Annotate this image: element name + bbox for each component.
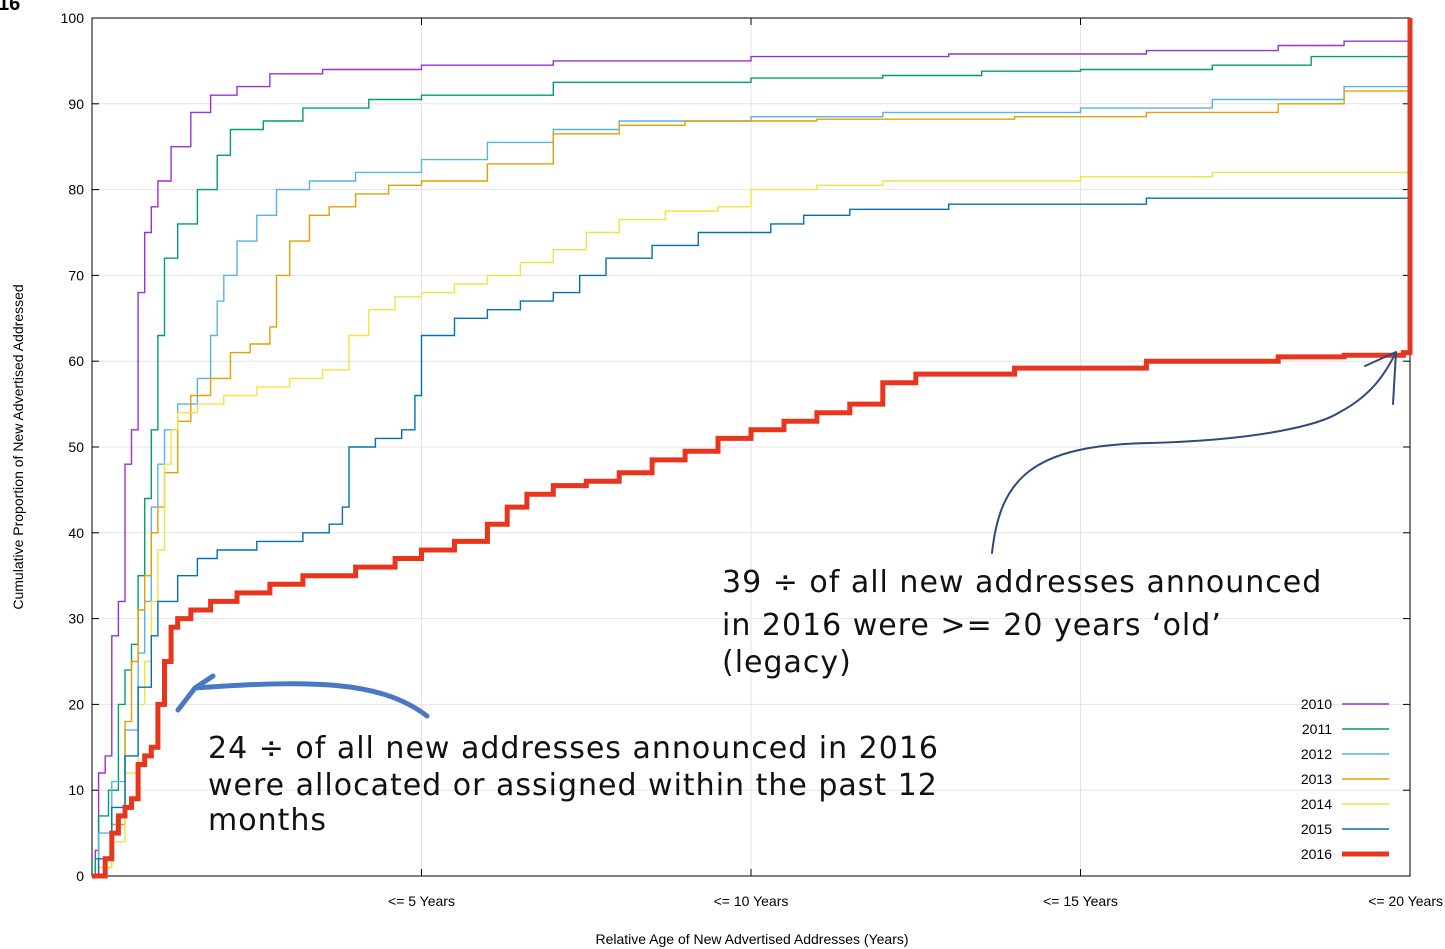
legend-label-2014: 2014 <box>1301 796 1332 812</box>
annotation-arrow-recent <box>175 673 430 719</box>
series-lines <box>92 18 1413 879</box>
legend-label-2016: 2016 <box>1301 846 1332 862</box>
series-line-2011 <box>92 45 1411 877</box>
x-tick-label: <= 10 Years <box>714 893 789 909</box>
annotation-arrow-legacy <box>991 351 1397 554</box>
y-tick-label: 10 <box>68 782 84 798</box>
y-tick-label: 50 <box>68 439 84 455</box>
y-tick-label: 40 <box>68 525 84 541</box>
gridlines <box>92 18 1410 876</box>
x-axis-title: Relative Age of New Advertised Addresses… <box>595 931 908 947</box>
y-tick-label: 60 <box>68 353 84 369</box>
x-axis: <= 5 Years <= 10 Years <= 15 Years <= 20 Ye… <box>388 18 1443 909</box>
y-tick-label: 0 <box>76 868 84 884</box>
legend: 2010 2011 2012 2013 2014 2015 2016 <box>1301 696 1389 862</box>
annotation-recent-line-2: were allocated or assigned within the pa… <box>208 768 938 803</box>
legend-label-2010: 2010 <box>1301 696 1332 712</box>
series-line-2012 <box>92 65 1411 877</box>
legend-label-2011: 2011 <box>1302 721 1332 737</box>
y-tick-label: 20 <box>68 696 84 712</box>
series-line-2010 <box>92 36 1411 877</box>
x-tick-label: <= 15 Years <box>1043 893 1118 909</box>
series-line-2015 <box>92 191 1411 877</box>
annotation-recent-line-1: 24 ÷ of all new addresses announced in 2… <box>208 731 939 766</box>
annotation-legacy-line-1: 39 ÷ of all new addresses announced <box>722 565 1322 600</box>
y-tick-label: 70 <box>68 267 84 283</box>
x-tick-label: <= 20 Years <box>1368 893 1443 909</box>
annotation-legacy: 39 ÷ of all new addresses announced in 2… <box>722 565 1322 680</box>
y-tick-label: 100 <box>61 10 85 26</box>
series-line-2016 <box>92 18 1413 879</box>
legend-label-2015: 2015 <box>1301 821 1332 837</box>
legend-label-2013: 2013 <box>1301 771 1332 787</box>
y-tick-label: 30 <box>68 611 84 627</box>
annotation-recent: 24 ÷ of all new addresses announced in 2… <box>208 731 939 838</box>
series-line-2013 <box>92 79 1411 877</box>
corner-label: 16 <box>0 0 20 15</box>
annotation-legacy-line-3: (legacy) <box>722 645 852 680</box>
y-tick-label: 80 <box>68 182 84 198</box>
x-tick-label: <= 5 Years <box>388 893 455 909</box>
annotation-legacy-line-2: in 2016 were >= 20 years ‘old’ <box>722 608 1222 643</box>
y-axis-title: Cumulative Proportion of New Advertised … <box>10 284 26 609</box>
y-axis: 0 10 20 30 40 50 60 70 80 90 100 <box>61 10 1410 884</box>
annotation-recent-line-3: months <box>208 803 327 838</box>
y-tick-label: 90 <box>68 96 84 112</box>
legend-label-2012: 2012 <box>1301 746 1332 762</box>
